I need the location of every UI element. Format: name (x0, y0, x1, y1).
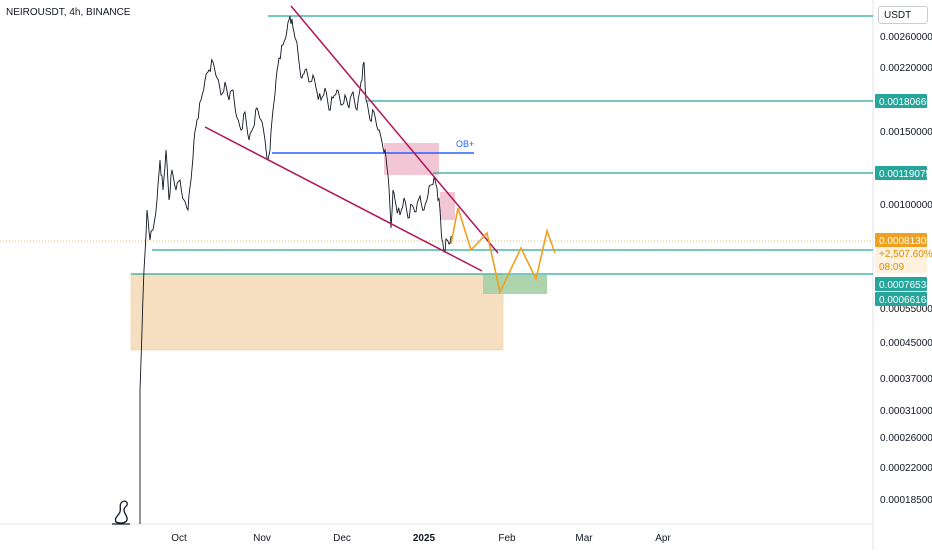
currency-selector[interactable]: USDT (878, 6, 928, 24)
symbol-title: NEIROUSDT, 4h, BINANCE (6, 7, 131, 18)
svg-text:0.00119075: 0.00119075 (879, 169, 932, 180)
svg-text:0.00180665: 0.00180665 (879, 97, 932, 108)
y-tick-label: 0.00045000 (880, 338, 932, 349)
y-tick-label: 0.00018500 (880, 495, 932, 506)
x-tick-label: Oct (171, 533, 187, 544)
svg-text:0.00066164: 0.00066164 (879, 295, 932, 306)
price-tag-119075: 0.00119075 (875, 166, 932, 180)
y-tick-label: 0.00031000 (880, 406, 932, 417)
x-tick-label: 2025 (413, 533, 436, 544)
x-tick-label: Nov (253, 533, 271, 544)
y-tick-label: 0.00220000 (880, 63, 932, 74)
y-tick-label: 0.00100000 (880, 200, 932, 211)
svg-text:0.00081305: 0.00081305 (879, 236, 932, 247)
price-tag-180665: 0.00180665 (875, 94, 932, 108)
x-tick-label: Dec (333, 533, 351, 544)
x-tick-label: Mar (575, 533, 593, 544)
dino-logo-icon (112, 500, 130, 525)
y-tick-label: 0.00260000 (880, 32, 932, 43)
y-tick-label: 0.00037000 (880, 374, 932, 385)
x-tick-label: Apr (655, 533, 671, 544)
wedge-upper-line (290, 5, 499, 254)
price-series (139, 15, 454, 524)
price-tag-66164: 0.00066164 (875, 292, 932, 306)
target-zone (483, 275, 547, 294)
small-supply-zone (440, 192, 455, 220)
y-tick-label: 0.00055000 (880, 304, 932, 315)
y-tick-label: 0.00150000 (880, 127, 932, 138)
ob-label: OB+ (456, 139, 474, 149)
x-tick-label: Feb (498, 533, 516, 544)
price-axis-ticks: 0.00260000 0.00220000 0.00150000 0.00100000… (880, 32, 932, 506)
y-tick-label: 0.00026000 (880, 433, 932, 444)
projection-path (450, 207, 556, 295)
price-tag-76538: 0.00076538 (875, 277, 932, 291)
price-tag-current: 0.00081305 +2,507.60% 08:09 (875, 233, 932, 273)
svg-text:+2,507.60%: +2,507.60% (879, 249, 932, 260)
svg-text:08:09: 08:09 (879, 262, 904, 273)
y-tick-label: 0.00022000 (880, 463, 932, 474)
demand-zone (130, 273, 504, 351)
time-axis-ticks: Oct Nov Dec 2025 Feb Mar Apr (171, 533, 671, 544)
svg-text:0.00076538: 0.00076538 (879, 280, 932, 291)
order-block-zone (384, 143, 439, 175)
wedge-lower-line (204, 126, 483, 272)
